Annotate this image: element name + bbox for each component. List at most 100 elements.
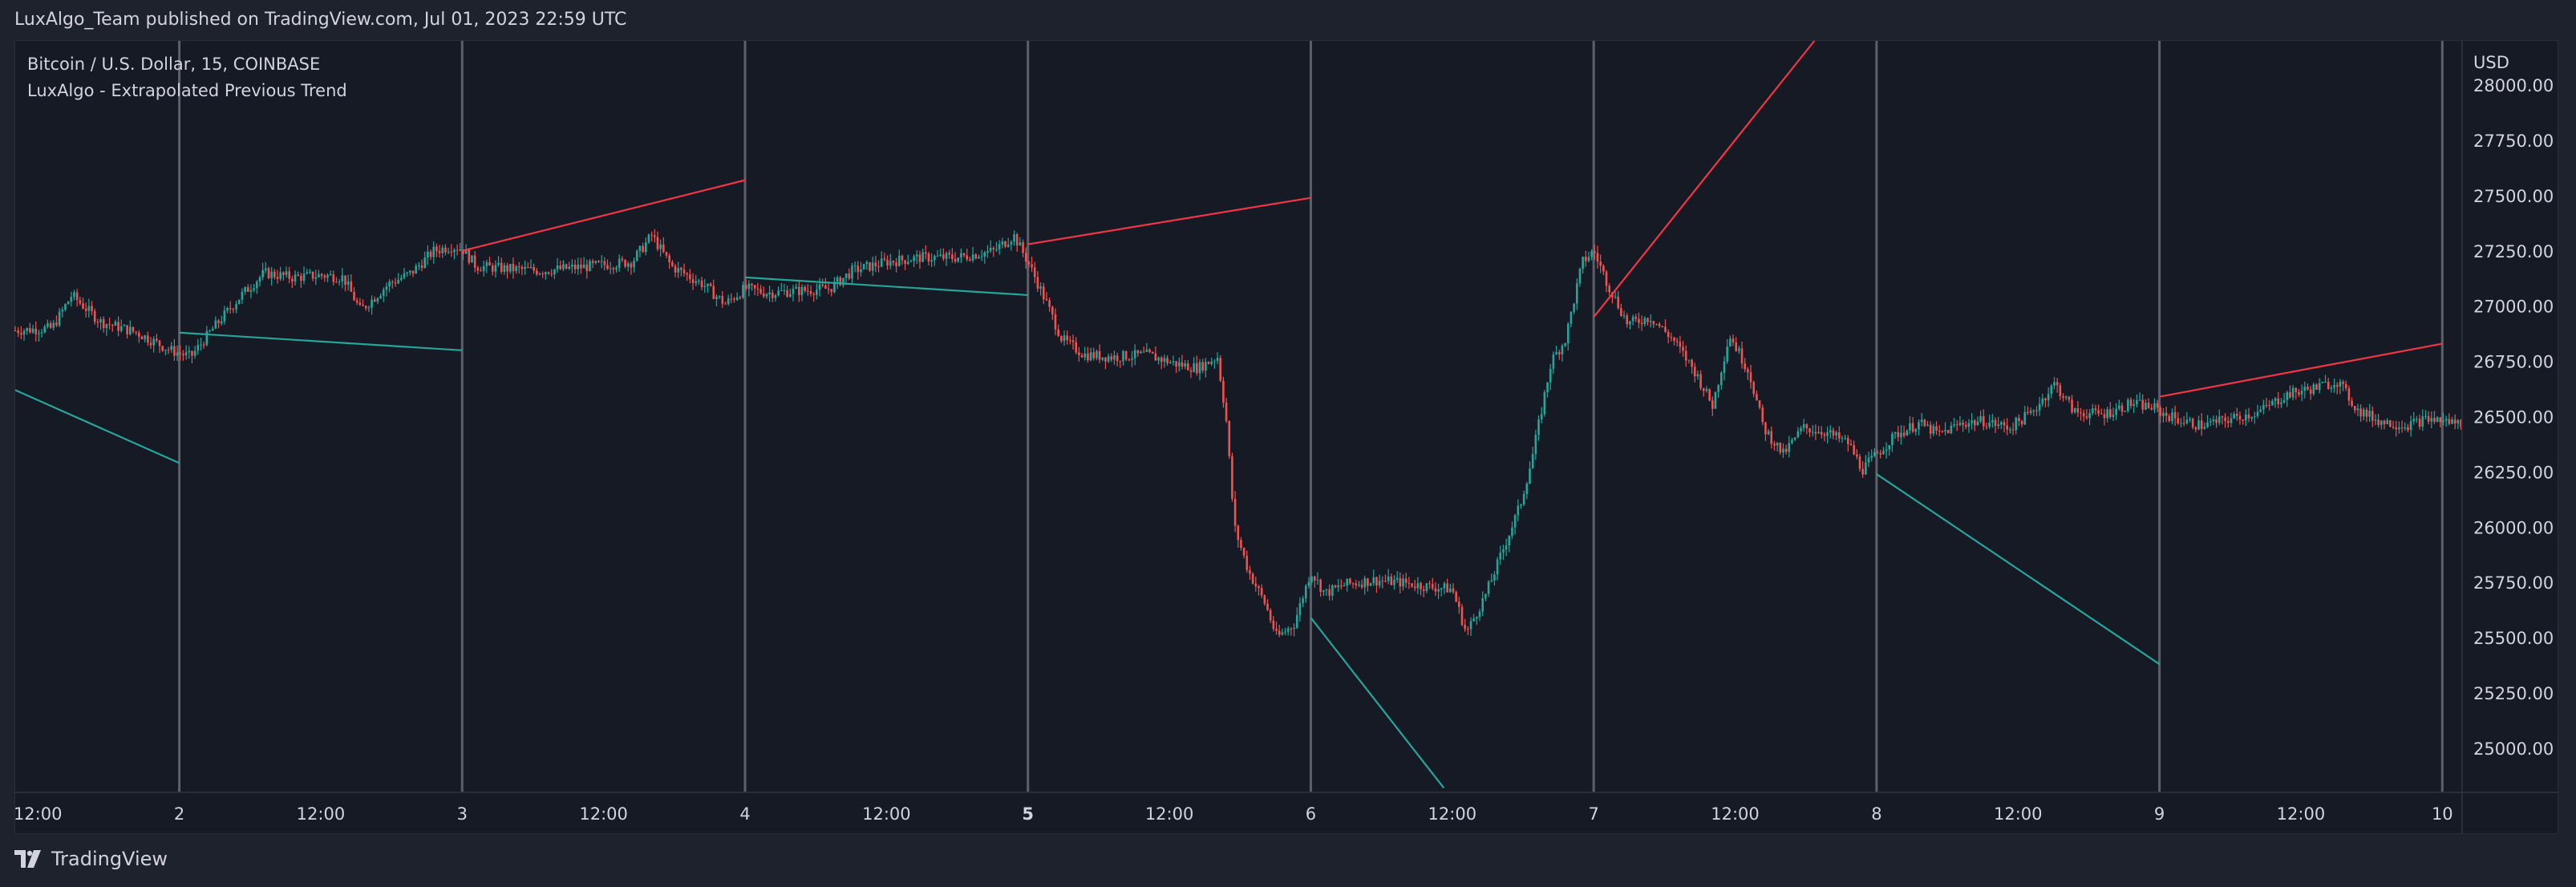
candle-body-242 [727, 298, 730, 305]
candle-body-496 [1476, 617, 1478, 619]
candle-body-119 [364, 306, 367, 309]
candle-body-264 [792, 288, 795, 294]
candle-body-152 [462, 249, 464, 254]
candle-body-623 [1849, 444, 1853, 445]
candle-body-474 [1411, 583, 1413, 587]
candle-body-140 [427, 251, 429, 258]
candle-body-529 [1573, 303, 1575, 312]
candle-body-435 [1295, 614, 1298, 628]
candle-body-377 [1124, 350, 1128, 360]
candle-body-236 [709, 283, 712, 286]
candle-body-774 [2295, 387, 2298, 393]
candle-body-198 [597, 261, 600, 262]
candle-body-604 [1793, 437, 1796, 440]
candle-body-178 [538, 273, 541, 275]
candle-body-829 [2457, 419, 2460, 424]
candle-body-88 [273, 271, 276, 277]
candle-body-787 [2333, 384, 2335, 388]
candle-body-534 [1587, 257, 1590, 261]
candle-body-792 [2347, 388, 2351, 401]
candle-body-241 [724, 303, 727, 305]
candle-body-279 [836, 277, 839, 282]
candle-body-50 [161, 346, 164, 351]
candle-body-35 [117, 322, 119, 331]
candle-body-261 [783, 290, 786, 292]
price-tick-label: 25750.00 [2473, 573, 2554, 593]
candle-body-697 [2068, 396, 2071, 400]
candle-body-600 [1782, 448, 1784, 453]
candle-body-306 [915, 254, 918, 257]
candle-body-270 [809, 290, 812, 294]
candle-body-477 [1420, 583, 1422, 589]
candle-body-10 [43, 326, 47, 333]
candle-body-162 [491, 265, 494, 272]
candle-body-409 [1219, 358, 1222, 381]
candle-body-680 [2018, 417, 2020, 422]
candle-body-53 [170, 346, 173, 350]
candle-body-84 [261, 269, 264, 277]
candle-body-129 [394, 282, 397, 284]
candle-body-171 [517, 266, 520, 268]
candle-body-619 [1837, 432, 1841, 439]
candle-body-703 [2085, 416, 2088, 419]
candle-body-120 [367, 307, 371, 309]
time-tick-label: 4 [739, 804, 750, 824]
candle-body-337 [1007, 245, 1010, 247]
candle-body-499 [1484, 593, 1487, 598]
candle-body-621 [1844, 438, 1846, 439]
candle-body-512 [1522, 493, 1525, 504]
candle-body-201 [606, 265, 609, 269]
candle-body-584 [1735, 342, 1737, 351]
candle-body-582 [1729, 338, 1732, 347]
candle-body-676 [2006, 425, 2009, 430]
candle-body-110 [338, 281, 341, 283]
candle-body-739 [2191, 419, 2194, 427]
candle-body-21 [75, 292, 79, 301]
candle-body-267 [800, 286, 804, 296]
candle-body-618 [1835, 432, 1837, 435]
candle-body-488 [1452, 588, 1455, 593]
candle-body-139 [423, 257, 427, 269]
candle-body-277 [830, 289, 833, 293]
publish-info: LuxAlgo_Team published on TradingView.co… [14, 10, 627, 30]
candle-body-696 [2064, 396, 2068, 399]
candle-body-575 [1708, 389, 1711, 401]
candle-body-319 [954, 258, 957, 262]
candle-body-666 [1976, 421, 1979, 426]
candle-body-497 [1478, 611, 1481, 618]
candle-body-188 [568, 266, 571, 269]
candle-body-504 [1499, 552, 1502, 560]
time-tick-label: 12:00 [297, 804, 346, 824]
candle-body-12 [49, 322, 52, 328]
candle-body-678 [2011, 429, 2015, 431]
candle-body-769 [2280, 402, 2282, 404]
candle-body-647 [1920, 419, 1923, 423]
candle-body-699 [2073, 408, 2076, 413]
candle-body-704 [2088, 413, 2091, 419]
candle-body-292 [874, 262, 877, 267]
candle-body-378 [1128, 359, 1131, 361]
candle-body-225 [677, 267, 679, 273]
candle-body-208 [626, 263, 630, 267]
candle-body-668 [1983, 415, 1985, 427]
candle-body-571 [1696, 374, 1699, 377]
candle-body-327 [978, 257, 980, 259]
candle-body-651 [1932, 426, 1935, 434]
candle-body-495 [1472, 618, 1475, 622]
candle-body-92 [285, 271, 288, 275]
time-tick-label: 7 [1588, 804, 1598, 824]
candle-body-524 [1557, 352, 1561, 354]
candle-body-340 [1015, 234, 1019, 246]
tradingview-logo[interactable]: TradingView [14, 848, 168, 870]
candle-body-538 [1599, 261, 1602, 266]
candle-body-338 [1010, 241, 1013, 245]
candle-body-767 [2274, 398, 2277, 401]
candle-body-716 [2124, 411, 2126, 412]
candle-body-137 [418, 265, 420, 267]
candle-body-76 [237, 299, 241, 305]
candle-body-218 [656, 237, 659, 249]
candle-body-460 [1369, 583, 1372, 586]
candle-body-166 [503, 265, 506, 273]
candle-body-100 [309, 271, 311, 273]
